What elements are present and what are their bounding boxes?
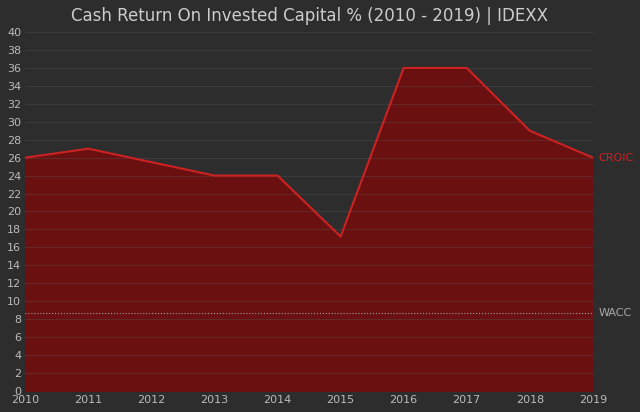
Text: CROIC: CROIC xyxy=(598,153,634,163)
Text: WACC: WACC xyxy=(598,308,632,318)
Title: Cash Return On Invested Capital % (2010 - 2019) | IDEXX: Cash Return On Invested Capital % (2010 … xyxy=(70,7,548,25)
